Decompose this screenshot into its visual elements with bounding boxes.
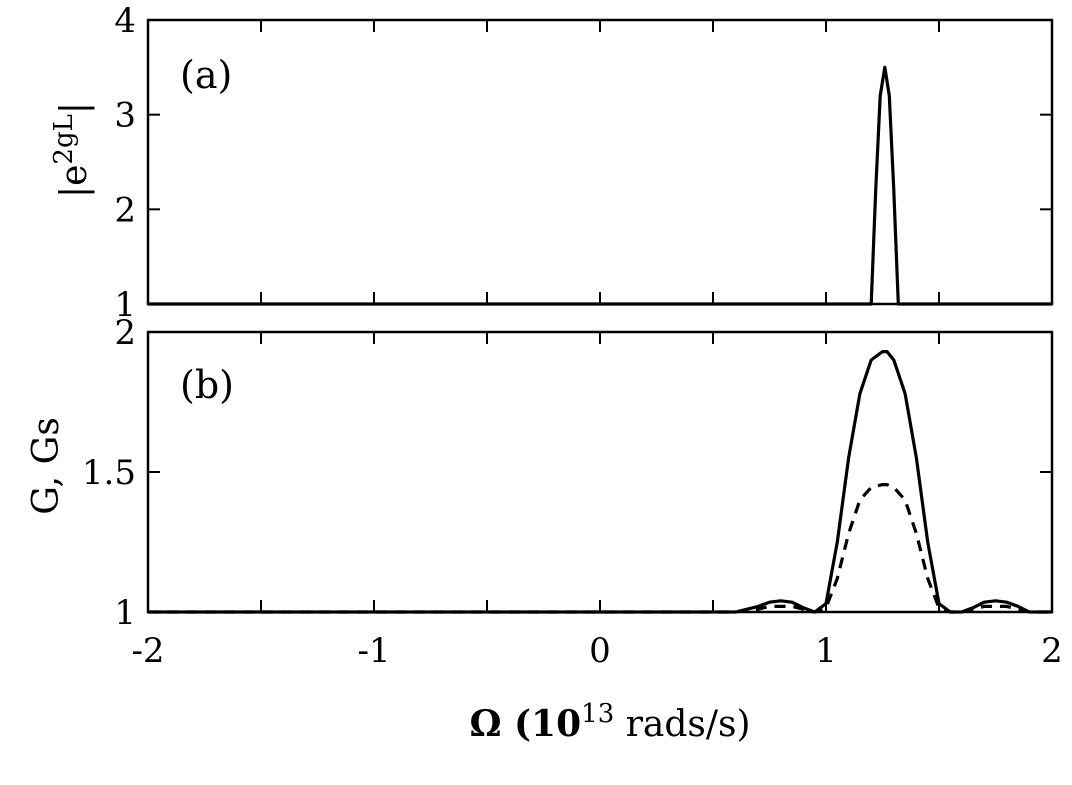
panel-b-y-axis-title: G, Gs	[26, 417, 67, 515]
series-line-solid	[148, 350, 1052, 614]
y-tick-label: 3	[114, 96, 136, 136]
panel-b-frame	[146, 330, 1054, 614]
y-tick-label: 1.5	[82, 453, 136, 493]
panel-b-y-tick-labels: 11.52	[82, 313, 136, 633]
y-tick-label: 2	[114, 313, 136, 353]
panel-b-tag: (b)	[180, 363, 234, 407]
panel-b-series	[148, 350, 1052, 614]
panel-a-tag: (a)	[180, 53, 232, 97]
panel-a-y-axis-title: |e2gL|	[49, 102, 95, 198]
x-tick-label: -1	[357, 631, 390, 671]
x-tick-label: -2	[131, 631, 164, 671]
series-line-dashed	[148, 483, 1052, 614]
y-tick-label: 4	[114, 1, 136, 41]
panel-a: 1 2 3 4 (a) |e2gL|	[49, 1, 1054, 325]
panel-a-frame	[146, 18, 1054, 306]
panel-a-y-tick-labels: 1 2 3 4	[114, 1, 136, 325]
panel-a-series	[148, 65, 1052, 306]
panel-b-ticks	[147, 331, 1053, 613]
x-tick-label: 0	[589, 631, 611, 671]
x-tick-label: 1	[815, 631, 837, 671]
panel-b-x-tick-labels: -2 -1 0 1 2	[131, 631, 1062, 671]
series-line-solid	[148, 65, 1052, 306]
panel-b: 11.52 -2 -1 0 1 2 (b) G, Gs Ω (1013 rads/s)	[26, 313, 1063, 745]
y-tick-label: 1	[114, 285, 136, 325]
y-tick-label: 2	[114, 190, 136, 230]
y-tick-label: 1	[114, 593, 136, 633]
x-tick-label: 2	[1041, 631, 1063, 671]
panel-a-ticks	[147, 19, 1053, 305]
x-axis-title: Ω (1013 rads/s)	[469, 699, 750, 745]
